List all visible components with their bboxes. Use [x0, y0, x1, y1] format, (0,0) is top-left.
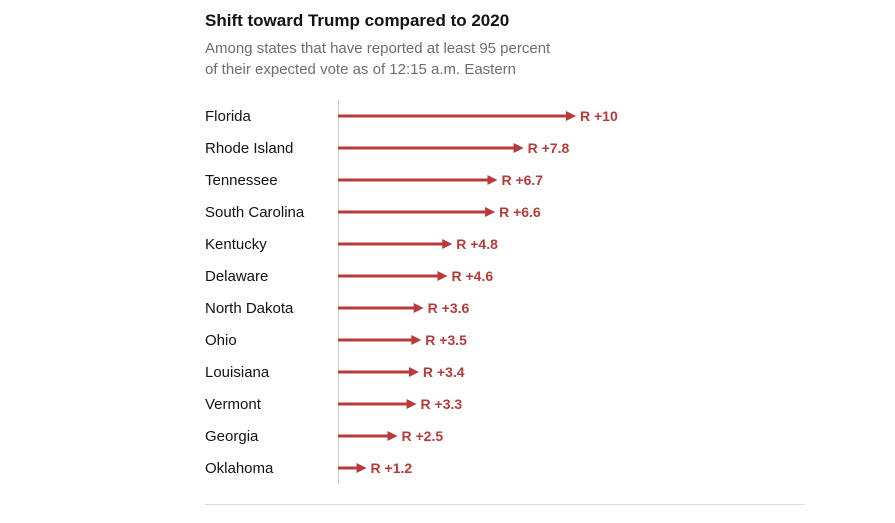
value-label-georgia: R +2.5: [402, 428, 444, 444]
arrow-head-delaware: [437, 271, 448, 281]
category-label-rhode-island: Rhode Island: [205, 140, 293, 157]
arrow-head-florida: [566, 111, 576, 121]
chart-rows: Florida R +10 Rhode Island R +7.8 Tennessee R…: [205, 108, 618, 477]
category-label-oklahoma: Oklahoma: [205, 460, 274, 477]
category-label-georgia: Georgia: [205, 428, 259, 445]
value-label-north-dakota: R +3.6: [428, 300, 470, 316]
category-label-south-carolina: South Carolina: [205, 204, 305, 221]
bottom-divider: [205, 504, 805, 505]
arrow-head-north-dakota: [413, 303, 424, 313]
subtitle-line-2: of their expected vote as of 12:15 a.m. …: [205, 61, 517, 78]
value-label-tennessee: R +6.7: [501, 172, 543, 188]
category-label-vermont: Vermont: [205, 396, 262, 413]
arrow-head-vermont: [406, 399, 417, 409]
arrow-head-kentucky: [442, 239, 453, 249]
category-label-ohio: Ohio: [205, 332, 237, 349]
row-delaware: Delaware R +4.6: [205, 268, 493, 285]
chart-subtitle: Among states that have reported at least…: [205, 38, 625, 80]
value-label-oklahoma: R +1.2: [371, 460, 413, 476]
value-label-vermont: R +3.3: [421, 396, 463, 412]
value-label-south-carolina: R +6.6: [499, 204, 541, 220]
arrow-head-rhode-island: [513, 143, 524, 153]
value-label-ohio: R +3.5: [425, 332, 467, 348]
value-label-kentucky: R +4.8: [456, 236, 498, 252]
row-vermont: Vermont R +3.3: [205, 396, 462, 413]
arrow-head-oklahoma: [356, 463, 367, 473]
arrow-head-georgia: [387, 431, 398, 441]
chart-title: Shift toward Trump compared to 2020: [205, 11, 510, 30]
row-florida: Florida R +10: [205, 108, 618, 125]
row-tennessee: Tennessee R +6.7: [205, 172, 543, 189]
category-label-north-dakota: North Dakota: [205, 300, 294, 317]
category-label-florida: Florida: [205, 108, 252, 125]
value-label-louisiana: R +3.4: [423, 364, 465, 380]
category-label-louisiana: Louisiana: [205, 364, 270, 381]
subtitle-line-1: Among states that have reported at least…: [205, 40, 551, 57]
arrow-head-louisiana: [408, 367, 419, 377]
value-label-rhode-island: R +7.8: [528, 140, 570, 156]
arrow-head-tennessee: [487, 175, 498, 185]
value-label-delaware: R +4.6: [451, 268, 493, 284]
arrow-head-south-carolina: [485, 207, 496, 217]
category-label-tennessee: Tennessee: [205, 172, 278, 189]
arrow-head-ohio: [411, 335, 422, 345]
row-oklahoma: Oklahoma R +1.2: [205, 460, 412, 477]
row-rhode-island: Rhode Island R +7.8: [205, 140, 569, 157]
row-kentucky: Kentucky R +4.8: [205, 236, 498, 253]
category-label-kentucky: Kentucky: [205, 236, 267, 253]
row-south-carolina: South Carolina R +6.6: [205, 204, 541, 221]
row-ohio: Ohio R +3.5: [205, 332, 467, 349]
row-georgia: Georgia R +2.5: [205, 428, 443, 445]
row-north-dakota: North Dakota R +3.6: [205, 300, 470, 317]
category-label-delaware: Delaware: [205, 268, 268, 285]
row-louisiana: Louisiana R +3.4: [205, 364, 465, 381]
value-label-florida: R +10: [580, 108, 618, 124]
